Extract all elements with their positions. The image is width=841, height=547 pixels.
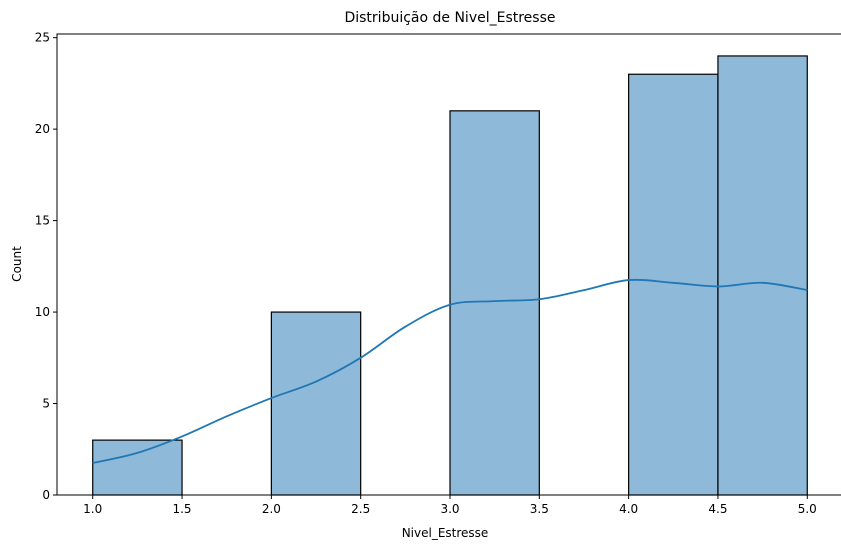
y-tick-label: 15 [35, 214, 50, 228]
kde-layer [92, 278, 808, 464]
y-tick-label: 10 [35, 305, 50, 319]
y-tick-label: 20 [35, 122, 50, 136]
x-tick-label: 1.0 [83, 502, 102, 516]
x-tick-label: 2.0 [262, 502, 281, 516]
bars-layer [92, 55, 808, 496]
x-tick-label: 5.0 [798, 502, 817, 516]
x-ticks: 1.0 1.5 2.0 2.5 3.0 3.5 4.0 4.5 5.0 [83, 495, 817, 516]
y-tick-label: 5 [42, 397, 50, 411]
x-tick-label: 3.0 [440, 502, 459, 516]
x-tick-label: 4.5 [708, 502, 727, 516]
histogram-bar [717, 55, 808, 496]
histogram-bar [270, 311, 362, 496]
kde-line [92, 278, 808, 464]
histogram-bar [628, 73, 719, 496]
chart-title: Distribuição de Nivel_Estresse [344, 10, 555, 26]
y-tick-label: 25 [35, 31, 50, 45]
y-tick-label: 0 [42, 488, 50, 502]
x-tick-label: 2.5 [351, 502, 370, 516]
x-axis-label: Nivel_Estresse [402, 526, 489, 540]
y-axis-label: Count [10, 246, 24, 282]
x-tick-label: 3.5 [530, 502, 549, 516]
histogram-bar [92, 439, 183, 496]
x-tick-label: 1.5 [172, 502, 191, 516]
x-tick-label: 4.0 [619, 502, 638, 516]
y-ticks: 0 5 10 15 20 25 [35, 31, 57, 502]
